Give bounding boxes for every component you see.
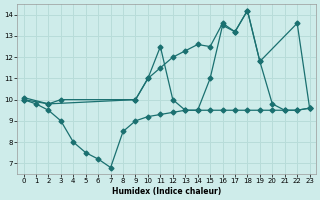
- X-axis label: Humidex (Indice chaleur): Humidex (Indice chaleur): [112, 187, 221, 196]
